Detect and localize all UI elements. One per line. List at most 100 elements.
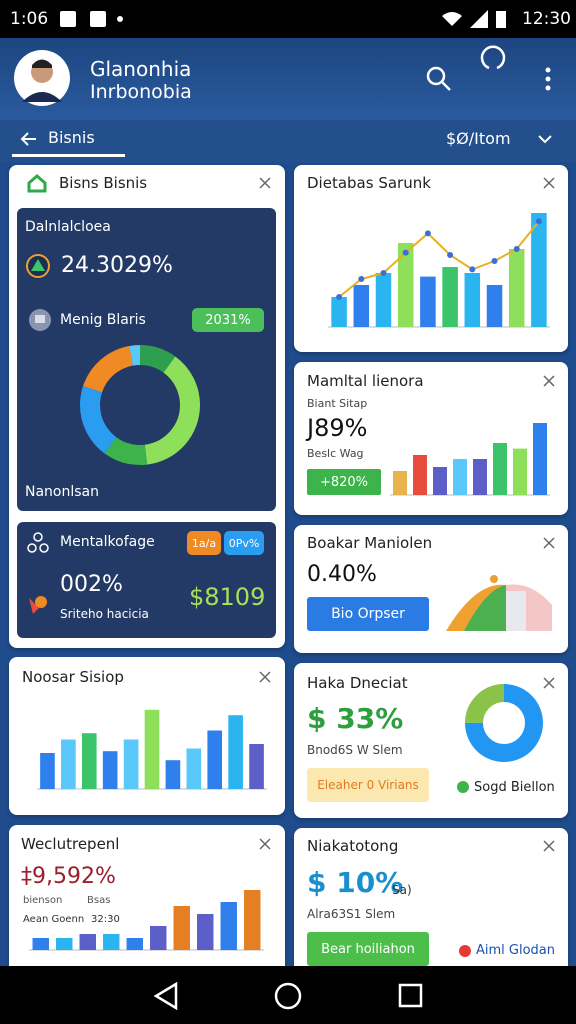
mamltal-card: Mamltal lienora Biant Sitap J89% Beslc W… — [294, 362, 568, 515]
bar — [244, 890, 261, 950]
label: Biant Sitap — [307, 397, 368, 410]
action-button[interactable]: Bio Orpser — [307, 597, 429, 631]
boakar-card: Boakar Maniolen 0.40% Bio Orpser — [294, 525, 568, 653]
card-title: Boakar Maniolen — [307, 534, 433, 552]
bar — [397, 243, 414, 327]
close-button[interactable] — [543, 840, 555, 852]
filter-label[interactable]: $Ø/Itom — [446, 129, 511, 148]
system-nav — [0, 966, 576, 1024]
trend-point — [402, 249, 409, 256]
donut-segment — [80, 345, 200, 465]
sub-title: Mentalkofage — [60, 534, 155, 550]
avatar[interactable] — [14, 50, 70, 106]
bar — [473, 459, 487, 495]
trend-point — [513, 246, 520, 252]
trend-point — [469, 266, 476, 273]
bar — [513, 448, 527, 495]
metric-label: Menig Blaris — [60, 312, 146, 328]
bar — [173, 906, 190, 950]
card-title: Mamltal lienora — [307, 372, 424, 390]
back-arrow[interactable] — [20, 131, 40, 147]
close-button[interactable] — [259, 671, 271, 683]
card-title: Noosar Sisiop — [22, 668, 124, 686]
signal-icons — [442, 10, 506, 28]
trend-point — [535, 218, 542, 225]
value: $ 33% — [307, 702, 404, 735]
share-icon — [27, 532, 49, 553]
header-actions[interactable] — [425, 45, 555, 95]
card-title: Dietabas Sarunk — [307, 174, 431, 192]
bar — [331, 297, 347, 327]
metric-badge: 2031% — [192, 308, 264, 332]
bar — [186, 748, 202, 789]
noosar-card: Noosar Sisiop — [9, 657, 285, 815]
donut-segment — [465, 684, 543, 762]
card-title: Haka Dneciat — [307, 674, 408, 692]
weclut-card: Weclutrepenl ‡9,592% bienson Bsas Aean G… — [9, 825, 285, 975]
close-button[interactable] — [543, 677, 555, 689]
home-icon — [27, 174, 47, 193]
value: J89% — [307, 414, 368, 442]
close-button[interactable] — [543, 375, 555, 387]
bar — [486, 285, 503, 327]
action-button[interactable]: Eleaher 0 Virians — [307, 768, 429, 802]
bar — [442, 267, 458, 327]
action-button[interactable]: Bear hoiliahon — [307, 932, 429, 966]
badge: +820% — [307, 469, 381, 495]
bar-chart — [390, 423, 550, 496]
close-button[interactable] — [543, 537, 555, 549]
label-c: Aean Goenn — [23, 914, 85, 925]
tool-icon — [29, 596, 47, 614]
bar — [40, 753, 55, 789]
bar — [81, 733, 97, 789]
app-header: Glanonhia Inrbonobia — [0, 38, 576, 120]
trend-point — [447, 252, 454, 258]
bar — [103, 934, 120, 950]
bar-chart — [37, 709, 267, 790]
card-title: Weclutrepenl — [21, 835, 120, 853]
donut-segment — [80, 345, 200, 465]
bar — [413, 455, 427, 495]
panel-footer: Nanonlsan — [25, 484, 99, 500]
bar-chart — [29, 890, 264, 951]
value: ‡9,592% — [21, 864, 116, 889]
chevron[interactable] — [538, 134, 552, 144]
status-clock: 12:30 — [522, 9, 571, 29]
bar — [228, 715, 243, 789]
bar — [220, 902, 237, 950]
bar — [126, 938, 143, 950]
bar — [420, 276, 436, 327]
dark-panel: Dalnlalcloea 24.3029% Menig Blaris 2031%… — [17, 208, 276, 511]
link-icon — [459, 945, 471, 957]
bar — [533, 423, 547, 495]
business-card: Bisns Bisnis Dalnlalcloea 24.3029% Menig… — [9, 165, 285, 648]
trend-point — [491, 258, 498, 264]
close-button[interactable] — [543, 177, 555, 189]
nav-buttons[interactable] — [0, 966, 576, 1024]
bar — [79, 934, 96, 950]
bar — [249, 744, 264, 789]
sub-nav: Bisnis $Ø/Itom — [0, 120, 576, 162]
close-button[interactable] — [259, 177, 271, 189]
trend-line — [338, 220, 540, 298]
close-button[interactable] — [259, 838, 271, 850]
panel-label: Dalnlalcloea — [25, 219, 111, 235]
metric-avatar — [29, 309, 51, 331]
link-label[interactable]: Aiml Glodan — [476, 943, 556, 958]
bar — [123, 739, 139, 789]
bar — [375, 273, 392, 327]
back-label[interactable]: Bisnis — [48, 128, 95, 147]
value: $ 10% — [307, 866, 404, 899]
status-time: 1:06 — [10, 9, 49, 29]
value: 0.40% — [307, 562, 377, 587]
donut-chart — [465, 684, 543, 762]
bar — [531, 213, 547, 327]
trend-point — [424, 230, 431, 237]
card-title: Niakatotong — [307, 837, 399, 855]
card-title: Bisns Bisnis — [59, 174, 148, 192]
label-b: Bsas — [87, 895, 111, 906]
bar — [144, 709, 160, 789]
sub-amount: $8109 — [189, 583, 266, 611]
sub-value: 002% — [60, 572, 123, 597]
